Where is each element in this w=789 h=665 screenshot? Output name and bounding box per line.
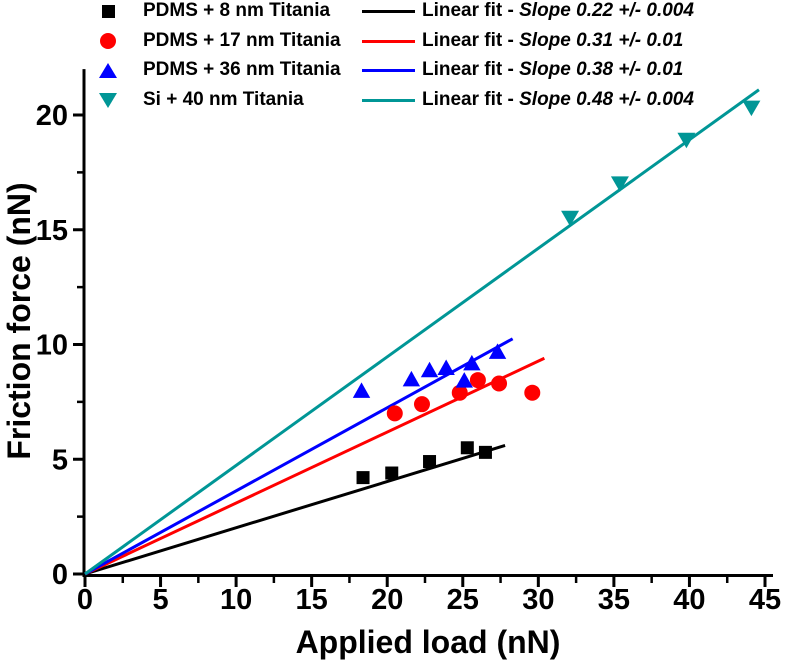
legend-marker-triangle-down [99, 92, 117, 108]
fit-line [84, 337, 514, 576]
legend-row: Si + 40 nm Titania Linear fit - Slope 0.… [0, 89, 789, 111]
axes [82, 69, 773, 577]
legend-fit-label: Linear fit - Slope 0.31 +/- 0.01 [422, 30, 683, 52]
x-tick-label: 15 [296, 584, 328, 616]
legend-series-label: PDMS + 17 nm Titania [143, 30, 341, 51]
marker-triangle-up [463, 354, 481, 371]
legend-fit-slope: Slope 0.22 +/- 0.004 [519, 0, 694, 21]
marker-triangle-up [420, 361, 439, 378]
x-tick-label: 0 [77, 584, 93, 616]
axis-tick-labels: 0 5 10 15 20 25 30 35 40 45 0 5 10 15 20 [36, 100, 781, 616]
legend-marker-square [101, 4, 115, 18]
y-tick-label: 20 [36, 100, 68, 132]
legend-series-label: Si + 40 nm Titania [143, 89, 304, 110]
legend-marker-triangle-up [99, 62, 117, 78]
legend-line-swatch [362, 10, 415, 13]
y-tick-label: 15 [36, 215, 68, 247]
legend-fit-slope: Slope 0.48 +/- 0.004 [519, 89, 694, 110]
legend-marker-circle [100, 33, 116, 49]
y-tick-label: 10 [36, 330, 68, 362]
legend-fit-prefix: Linear fit - [422, 30, 520, 51]
fit-line [84, 88, 760, 576]
marker-square [385, 466, 399, 480]
marker-triangle-up [488, 343, 507, 359]
fit-lines [84, 88, 760, 576]
fit-line [84, 356, 546, 576]
fit-line [84, 444, 506, 576]
legend-fit-prefix: Linear fit - [422, 0, 520, 21]
legend-row: PDMS + 17 nm Titania Linear fit - Slope … [0, 30, 789, 52]
x-tick-label: 10 [220, 584, 252, 616]
marker-triangle-down [742, 100, 761, 117]
legend-line-swatch [362, 69, 415, 72]
marker-triangle-down [561, 210, 580, 227]
marker-triangle-up [455, 372, 473, 388]
legend-fit-label: Linear fit - Slope 0.38 +/- 0.01 [422, 59, 683, 81]
marker-triangle-up [352, 382, 371, 398]
marker-triangle-down [610, 176, 629, 192]
marker-circle [524, 384, 541, 401]
legend-fit-label: Linear fit - Slope 0.22 +/- 0.004 [422, 0, 694, 22]
legend-series-label: PDMS + 8 nm Titania [143, 0, 331, 21]
marker-circle [413, 396, 430, 413]
legend-row: PDMS + 36 nm Titania Linear fit - Slope … [0, 59, 789, 81]
legend-fit-prefix: Linear fit - [422, 89, 520, 110]
x-axis-title: Applied load (nN) [296, 624, 561, 660]
x-tick-label: 5 [152, 584, 168, 616]
axis-ticks [73, 113, 767, 587]
x-tick-label: 30 [522, 584, 554, 616]
marker-circle [386, 405, 403, 422]
legend-line-swatch [362, 99, 415, 102]
marker-circle [451, 384, 468, 401]
marker-circle [491, 375, 508, 392]
marker-square [460, 441, 474, 455]
marker-square [356, 471, 370, 485]
x-tick-label: 40 [673, 584, 705, 616]
marker-triangle-up [437, 359, 455, 375]
y-tick-label: 5 [52, 444, 68, 476]
x-tick-label: 35 [598, 584, 630, 616]
legend-row: PDMS + 8 nm Titania Linear fit - Slope 0… [0, 0, 789, 22]
marker-square [423, 455, 437, 469]
legend-line-swatch [362, 40, 415, 43]
marker-triangle-down [677, 132, 696, 149]
legend-fit-label: Linear fit - Slope 0.48 +/- 0.004 [422, 89, 694, 111]
marker-triangle-up [402, 370, 421, 387]
legend: PDMS + 8 nm Titania Linear fit - Slope 0… [0, 0, 789, 118]
y-tick-label: 0 [52, 559, 68, 591]
legend-fit-slope: Slope 0.38 +/- 0.01 [519, 59, 684, 80]
x-tick-label: 20 [371, 584, 403, 616]
marker-square [478, 445, 492, 459]
data-markers [352, 100, 761, 485]
y-axis-title: Friction force (nN) [1, 182, 37, 459]
legend-series-label: PDMS + 36 nm Titania [143, 59, 341, 80]
legend-fit-prefix: Linear fit - [422, 59, 520, 80]
x-tick-label: 45 [749, 584, 781, 616]
marker-circle [469, 372, 486, 389]
x-tick-label: 25 [447, 584, 479, 616]
legend-fit-slope: Slope 0.31 +/- 0.01 [519, 30, 684, 51]
